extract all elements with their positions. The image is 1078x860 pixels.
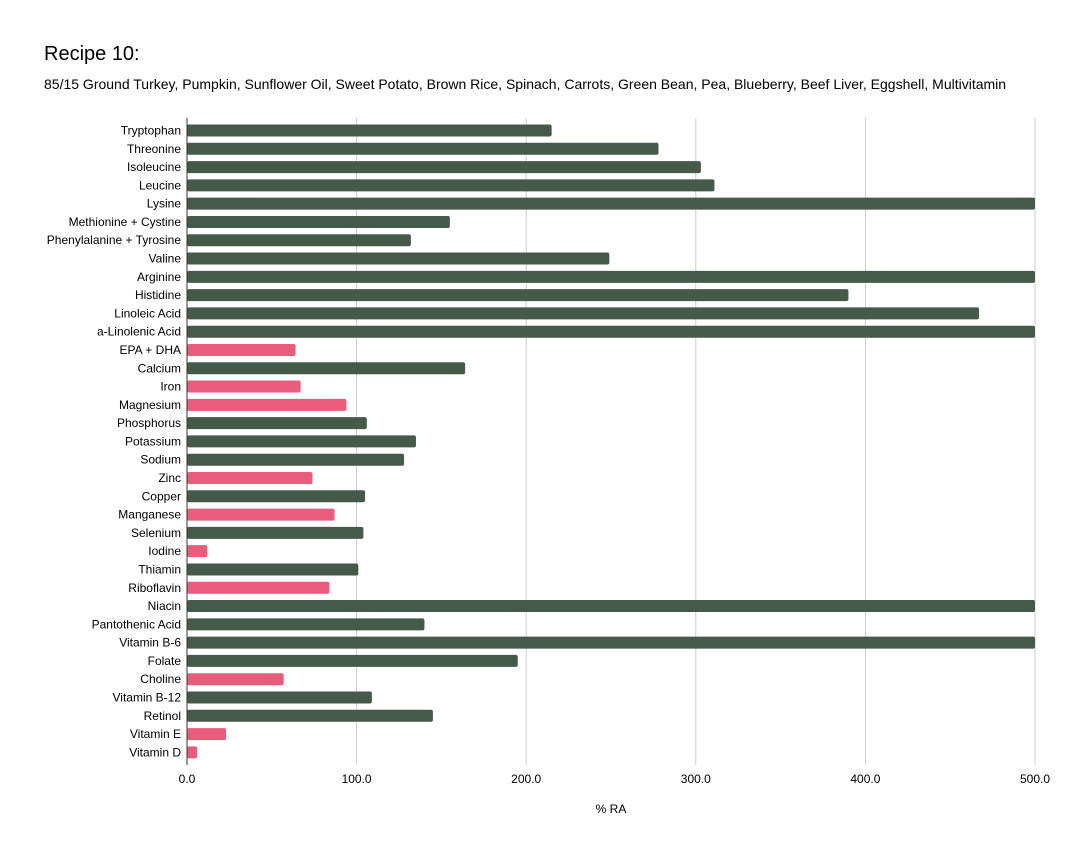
category-label: Vitamin B-6 (119, 636, 181, 650)
bar-manganese (187, 508, 335, 521)
bar-magnesium (187, 398, 347, 411)
category-label: Leucine (139, 178, 181, 192)
category-label: Pantothenic Acid (92, 617, 181, 631)
category-label: Phenylalanine + Tyrosine (47, 233, 182, 247)
bar-tryptophan (187, 124, 552, 137)
bar-threonine (187, 142, 659, 155)
bar-selenium (187, 526, 364, 539)
bar-choline (187, 673, 284, 686)
category-label: Calcium (138, 361, 181, 375)
bar-valine (187, 252, 610, 265)
x-tick-label: 400.0 (850, 772, 880, 786)
x-tick-label: 0.0 (179, 772, 196, 786)
category-label: Histidine (135, 288, 181, 302)
bar-methionine-cystine (187, 215, 450, 228)
category-label: Vitamin E (130, 727, 181, 741)
category-label: Arginine (137, 270, 181, 284)
x-tick-labels: 0.0 100.0 200.0 300.0 400.0 500.0 (179, 772, 1051, 786)
chart-title: Recipe 10: (44, 43, 140, 65)
bar-copper (187, 490, 366, 503)
x-tick-label: 100.0 (342, 772, 372, 786)
category-label: Folate (148, 654, 182, 668)
category-label: Valine (149, 252, 182, 266)
bar-riboflavin (187, 581, 330, 594)
bar-linoleic-acid (187, 307, 980, 320)
bar-histidine (187, 289, 849, 302)
category-label: Zinc (158, 471, 181, 485)
bars (187, 124, 1035, 759)
category-label: Iron (160, 380, 181, 394)
bar-sodium (187, 453, 405, 466)
category-labels: Tryptophan Threonine Isoleucine Leucine Lysi… (47, 124, 182, 760)
bar-calcium (187, 362, 466, 375)
bar-vitamin-b-6 (187, 636, 1035, 649)
bar-iodine (187, 545, 208, 558)
category-label: Niacin (148, 599, 181, 613)
bar-iron (187, 380, 301, 393)
category-label: Magnesium (119, 398, 181, 412)
bar-arginine (187, 270, 1035, 283)
category-label: Sodium (140, 453, 181, 467)
category-label: Iodine (148, 544, 181, 558)
bar-potassium (187, 435, 416, 448)
bar-a-linolenic-acid (187, 325, 1035, 338)
category-label: Retinol (144, 709, 181, 723)
category-label: Copper (142, 489, 181, 503)
bar-isoleucine (187, 161, 701, 174)
bar-thiamin (187, 563, 359, 576)
bar-phosphorus (187, 417, 367, 430)
category-label: Lysine (147, 197, 182, 211)
bar-leucine (187, 179, 715, 192)
bar-vitamin-d (187, 746, 198, 759)
category-label: Methionine + Cystine (69, 215, 182, 229)
bar-zinc (187, 472, 313, 485)
x-tick-label: 500.0 (1020, 772, 1050, 786)
bar-lysine (187, 197, 1035, 210)
x-tick-label: 300.0 (681, 772, 711, 786)
category-label: Vitamin B-12 (113, 690, 182, 704)
bar-vitamin-b-12 (187, 691, 372, 704)
x-axis-title: % RA (596, 802, 627, 816)
bar-phenylalanine-tyrosine (187, 234, 411, 247)
chart-subtitle: 85/15 Ground Turkey, Pumpkin, Sunflower … (44, 76, 1007, 92)
category-label: Riboflavin (128, 581, 181, 595)
bar-epa-dha (187, 343, 296, 356)
category-label: Isoleucine (127, 160, 181, 174)
category-label: Selenium (131, 526, 181, 540)
category-label: Vitamin D (129, 745, 181, 759)
category-label: Potassium (125, 434, 181, 448)
bar-vitamin-e (187, 728, 227, 741)
grid-lines (356, 118, 1036, 765)
category-label: Choline (140, 672, 181, 686)
bar-niacin (187, 600, 1035, 613)
category-label: Manganese (118, 508, 181, 522)
category-label: Thiamin (138, 562, 181, 576)
category-label: a-Linolenic Acid (97, 325, 181, 339)
x-tick-label: 200.0 (511, 772, 541, 786)
category-label: EPA + DHA (120, 343, 181, 357)
bar-folate (187, 654, 518, 667)
bar-pantothenic-acid (187, 618, 425, 631)
category-label: Linoleic Acid (114, 306, 181, 320)
category-label: Phosphorus (117, 416, 181, 430)
category-label: Tryptophan (121, 124, 181, 138)
category-label: Threonine (127, 142, 181, 156)
bar-retinol (187, 709, 433, 722)
